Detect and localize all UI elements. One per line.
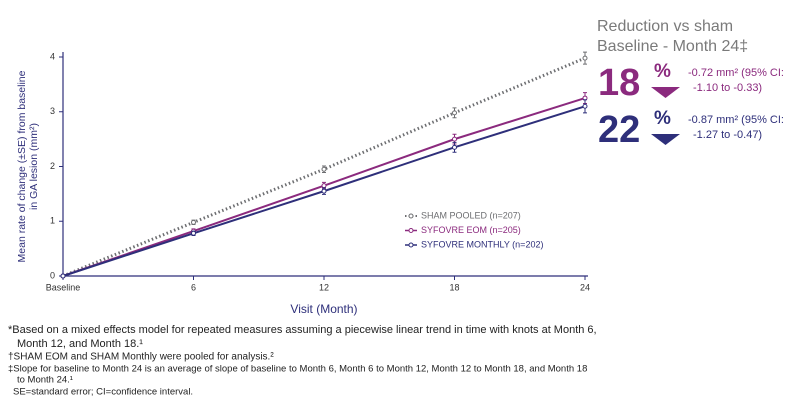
y-tick-label: 1	[50, 216, 55, 226]
y-tick-label: 0	[50, 270, 55, 280]
y-tick-label: 3	[50, 106, 55, 116]
data-point	[191, 219, 196, 225]
data-point	[321, 183, 327, 189]
footnote: SE=standard error; CI=confidence interva…	[13, 387, 193, 398]
y-axis-label: in GA lesion (mm²)	[28, 123, 40, 210]
legend-label: SYFOVRE MONTHLY (n=202)	[421, 239, 543, 249]
data-point	[191, 230, 196, 236]
panel-detail: -0.72 mm² (95% CI:	[688, 67, 784, 79]
x-axis-label: Visit (Month)	[290, 302, 357, 316]
legend-label: SHAM POOLED (n=207)	[421, 210, 521, 220]
data-point	[452, 110, 457, 116]
data-point	[582, 103, 588, 109]
footnote: †SHAM EOM and SHAM Monthly were pooled f…	[8, 352, 274, 363]
legend-marker	[408, 242, 414, 248]
x-tick-label: 6	[191, 282, 196, 292]
y-tick-label: 2	[50, 161, 55, 171]
data-point	[321, 166, 327, 172]
data-point	[582, 55, 588, 61]
legend-marker	[408, 213, 414, 219]
y-tick-label: 4	[50, 51, 55, 61]
legend-label: SYFOVRE EOM (n=205)	[421, 225, 521, 235]
panel-percent: 18	[598, 62, 640, 104]
panel-detail: -1.10 to -0.33)	[693, 82, 762, 94]
footnote: ‡Slope for baseline to Month 24 is an av…	[8, 364, 587, 375]
data-point	[321, 188, 327, 194]
down-arrow	[651, 134, 680, 145]
panel-percent: 22	[598, 109, 640, 151]
y-axis-label: Mean rate of change (±SE) from baseline	[16, 70, 28, 262]
x-tick-label: 24	[580, 282, 590, 292]
panel-title: Baseline - Month 24‡	[597, 38, 748, 55]
x-tick-label: Baseline	[46, 282, 81, 292]
down-arrow	[651, 87, 680, 98]
footnote: *Based on a mixed effects model for repe…	[8, 324, 597, 336]
panel-unit: %	[654, 61, 671, 82]
footnote: Month 12, and Month 18.¹	[17, 338, 143, 350]
panel-detail: -1.27 to -0.47)	[693, 129, 762, 141]
panel-detail: -0.87 mm² (95% CI:	[688, 114, 784, 126]
panel-unit: %	[654, 108, 671, 129]
legend-marker	[408, 228, 414, 233]
data-point	[452, 136, 457, 142]
footnote: to Month 24.¹	[17, 375, 73, 386]
data-point	[60, 273, 66, 279]
panel-title: Reduction vs sham	[597, 18, 733, 35]
x-tick-label: 18	[449, 282, 459, 292]
data-point	[452, 144, 457, 150]
x-tick-label: 12	[319, 282, 329, 292]
